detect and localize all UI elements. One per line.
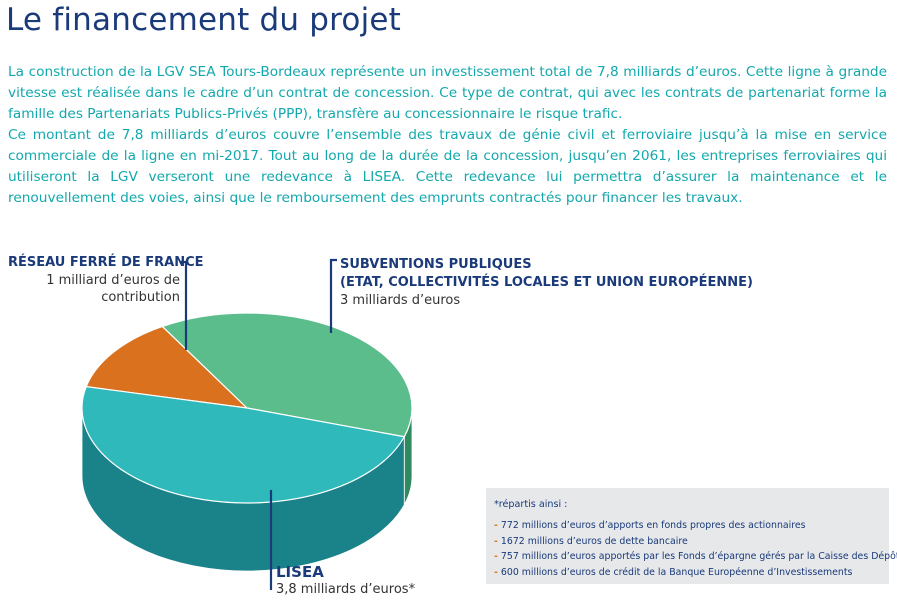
subventions-slice	[161, 312, 413, 438]
pie-tops	[81, 312, 413, 504]
footnote-item: - 1672 millions d’euros de dette bancair…	[494, 534, 897, 550]
rff-slice	[85, 325, 249, 409]
intro-text: La construction de la LGV SEA Tours-Bord…	[8, 62, 887, 209]
rff-amount: 1 milliard d’euros de contribution	[46, 273, 180, 305]
footnote-item-text: 600 millions d’euros de crédit de la Ban…	[500, 566, 853, 578]
footnote-list: - 772 millions d’euros d’apports en fond…	[494, 518, 897, 580]
subventions-leader-line	[329, 258, 337, 333]
footnote-item: - 757 millions d’euros apportés par les …	[494, 549, 897, 565]
intro-paragraph-2: Ce montant de 7,8 milliards d’euros couv…	[8, 127, 887, 206]
rff-label: RÉSEAU FERRÉ DE FRANCE 1 milliard d’euro…	[8, 254, 204, 306]
subventions-amount: 3 milliards d’euros	[340, 293, 461, 308]
rff-leader-line	[180, 260, 188, 350]
intro-paragraph-1: La construction de la LGV SEA Tours-Bord…	[8, 64, 887, 122]
footnote-dash: -	[494, 551, 498, 562]
subventions-title: SUBVENTIONS PUBLIQUES	[340, 257, 532, 272]
lisea-slice	[81, 385, 406, 504]
footnote-item-text: 757 millions d’euros apportés par les Fo…	[500, 551, 897, 562]
rff-title: RÉSEAU FERRÉ DE FRANCE	[8, 255, 204, 270]
subventions-subtitle: (ETAT, COLLECTIVITÉS LOCALES ET UNION EU…	[340, 275, 753, 290]
lisea-amount: 3,8 milliards d’euros*	[276, 582, 416, 597]
footnote-dash: -	[494, 535, 498, 547]
footnote-item-text: 1672 millions d’euros de dette bancaire	[500, 535, 688, 547]
footnote-heading: *répartis ainsi :	[494, 499, 568, 510]
footnote-item: - 772 millions d’euros d’apports en fond…	[494, 518, 897, 534]
footnote-item: - 600 millions d’euros de crédit de la B…	[494, 565, 897, 581]
lisea-label: LISEA 3,8 milliards d’euros*	[276, 563, 476, 598]
page-title: Le financement du projet	[6, 2, 402, 38]
footnote-dash: -	[494, 520, 498, 531]
footnote-item-text: 772 millions d’euros d’apports en fonds …	[500, 520, 806, 531]
footnote-dash: -	[494, 566, 498, 578]
footnote-box: *répartis ainsi : - 772 millions d’euros…	[486, 488, 897, 584]
lisea-title: LISEA	[276, 563, 324, 581]
pie-leader-lines	[180, 258, 337, 590]
subventions-label: SUBVENTIONS PUBLIQUES (ETAT, COLLECTIVIT…	[340, 256, 760, 309]
